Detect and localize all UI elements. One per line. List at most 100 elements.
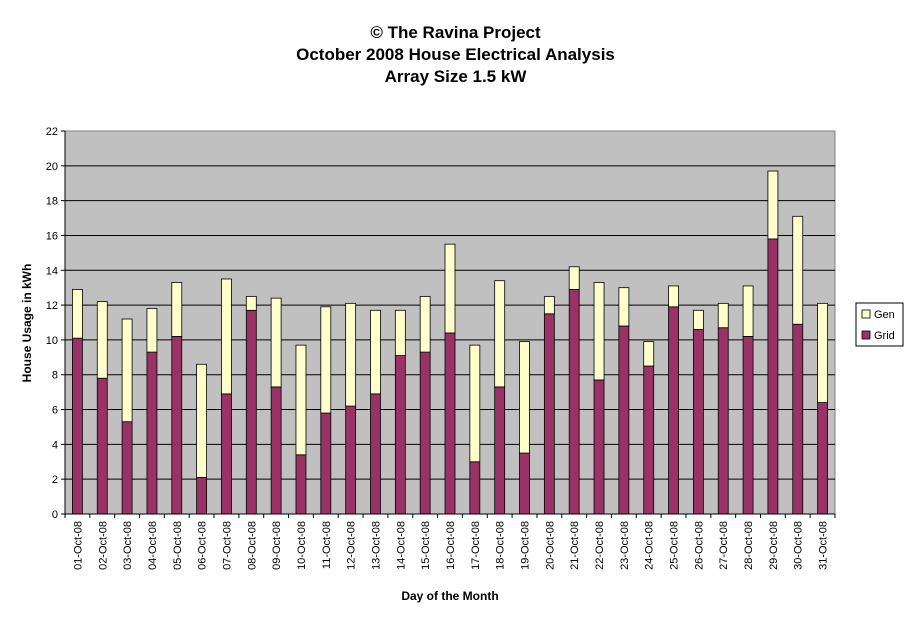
x-tick-label: 27-Oct-08 (718, 521, 730, 570)
bar-gen (817, 302, 828, 403)
bar-grid (692, 329, 704, 515)
bar-grid (543, 313, 555, 515)
y-tick-label: 4 (52, 439, 58, 451)
x-tick-label: 12-Oct-08 (346, 521, 358, 570)
bar-gen (568, 266, 580, 290)
bar-gen (543, 295, 555, 315)
legend-items: Gen Grid (861, 309, 895, 342)
bar-grid (742, 336, 754, 515)
bar-gen (742, 285, 754, 337)
bar-gen (717, 302, 729, 329)
bar-grid (717, 327, 729, 515)
bar-gen (221, 278, 232, 395)
bar-grid (270, 386, 282, 515)
x-tick-label: 23-Oct-08 (619, 521, 631, 570)
bar-gen (171, 282, 183, 337)
bar-gen (72, 289, 83, 339)
x-tick-label: 06-Oct-08 (197, 521, 209, 570)
bar-grid (394, 355, 406, 515)
legend-swatch (861, 330, 871, 340)
x-tick-label: 15-Oct-08 (420, 521, 432, 570)
y-tick-labels: 0 2 4 6 8 10 12 14 16 18 20 22 (46, 126, 58, 521)
bar-grid (494, 386, 506, 515)
bar-gen (295, 344, 307, 456)
y-axis-title: House Usage in kWh (20, 264, 34, 383)
bar-grid (419, 351, 431, 515)
bars (72, 170, 828, 515)
bar-gen (593, 282, 605, 381)
chart-title-line-2: October 2008 House Electrical Analysis (296, 45, 615, 64)
x-tick-label: 31-Oct-08 (818, 521, 830, 570)
bar-grid (245, 309, 257, 515)
x-tick-label: 08-Oct-08 (246, 521, 258, 570)
x-tick-label: 20-Oct-08 (544, 521, 556, 570)
bar-grid (767, 238, 779, 515)
x-tick-label: 05-Oct-08 (172, 521, 184, 570)
bar-gen (96, 301, 108, 379)
x-tick-label: 28-Oct-08 (743, 521, 755, 570)
bar-grid (668, 306, 679, 515)
y-tick-label: 6 (52, 405, 58, 417)
bar-grid (72, 337, 83, 515)
bar-grid (618, 325, 630, 515)
bar-gen (121, 318, 133, 423)
bar-gen (469, 344, 481, 463)
bar-gen (419, 295, 431, 353)
bar-grid (792, 323, 804, 515)
bar-grid (221, 393, 232, 515)
y-tick-label: 14 (46, 265, 58, 277)
x-tick-label: 25-Oct-08 (669, 521, 681, 570)
y-tick-label: 18 (46, 196, 58, 208)
bar-grid (345, 405, 357, 515)
x-tick-label: 10-Oct-08 (296, 521, 308, 570)
bar-grid (121, 421, 133, 515)
bar-gen (444, 243, 456, 334)
bar-gen (394, 309, 406, 356)
x-tick-label: 13-Oct-08 (370, 521, 382, 570)
chart-title: © The Ravina Project October 2008 House … (0, 22, 911, 88)
bar-gen (643, 341, 655, 367)
bar-gen (196, 363, 208, 478)
bar-grid (146, 351, 158, 515)
x-tick-label: 03-Oct-08 (122, 521, 134, 570)
legend-swatch (861, 309, 871, 319)
x-tick-label: 19-Oct-08 (520, 521, 532, 570)
bar-grid (817, 402, 828, 515)
x-tick-label: 17-Oct-08 (470, 521, 482, 570)
bar-gen (245, 295, 257, 311)
x-tick-label: 09-Oct-08 (271, 521, 283, 570)
bar-gen (767, 170, 779, 240)
bar-grid (171, 336, 183, 515)
bar-grid (519, 452, 530, 515)
bar-grid (196, 477, 208, 515)
bar-gen (146, 308, 158, 353)
y-tick-label: 0 (52, 509, 58, 521)
bar-gen (494, 280, 506, 388)
y-tick-label: 16 (46, 230, 58, 242)
bar-gen (370, 309, 381, 395)
chart-title-line-3: Array Size 1.5 kW (384, 67, 527, 86)
x-tick-label: 11-Oct-08 (321, 521, 333, 569)
y-tick-label: 2 (52, 474, 58, 486)
y-tick-label: 10 (46, 335, 58, 347)
bar-grid (96, 377, 108, 515)
x-tick-label: 14-Oct-08 (395, 521, 407, 570)
x-tick-label: 21-Oct-08 (569, 521, 581, 570)
legend-label: Gen (874, 309, 895, 321)
legend-label: Grid (874, 330, 895, 342)
bar-gen (692, 309, 704, 330)
x-tick-label: 29-Oct-08 (768, 521, 780, 570)
x-tick-label: 22-Oct-08 (594, 521, 606, 570)
y-tick-label: 8 (52, 370, 58, 382)
bar-gen (792, 215, 804, 325)
bar-gen (519, 341, 530, 454)
x-tick-label: 18-Oct-08 (495, 521, 507, 570)
bar-grid (568, 289, 580, 515)
x-tick-label: 30-Oct-08 (793, 521, 805, 570)
bar-gen (668, 285, 679, 308)
bar-gen (618, 287, 630, 327)
bar-gen (345, 302, 357, 407)
bar-grid (320, 412, 332, 515)
y-tick-label: 22 (46, 126, 58, 138)
